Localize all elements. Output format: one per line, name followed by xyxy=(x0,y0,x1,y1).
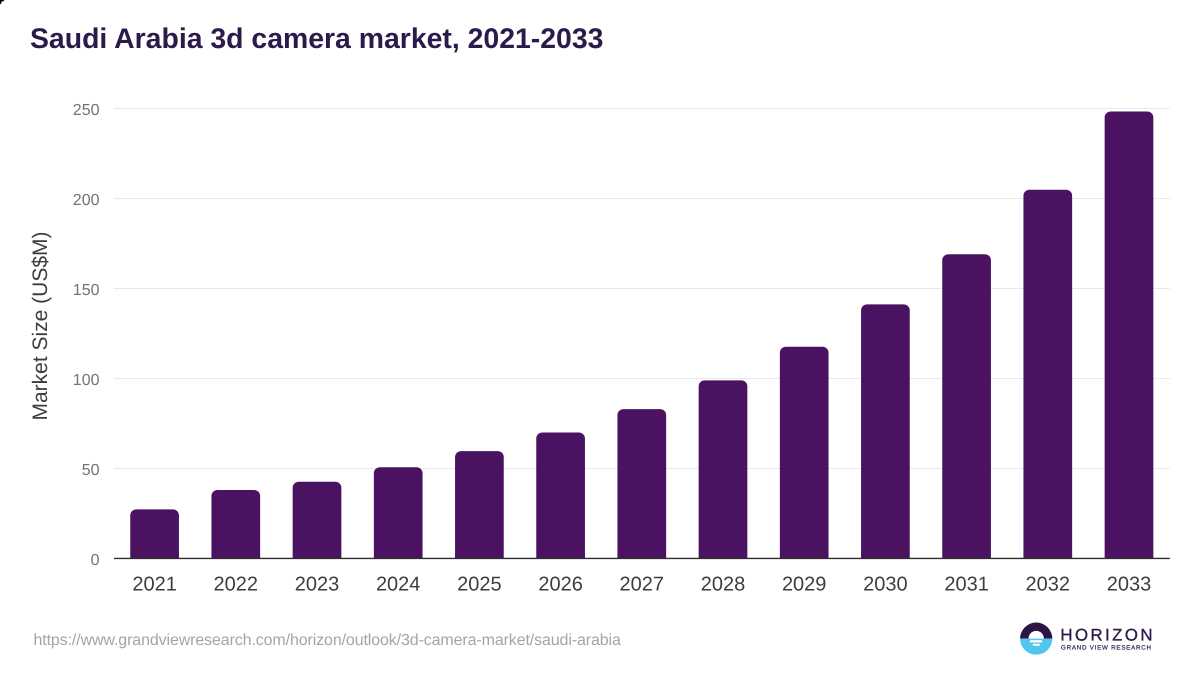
svg-text:2033: 2033 xyxy=(1107,574,1152,596)
svg-text:2030: 2030 xyxy=(863,574,908,596)
svg-text:0: 0 xyxy=(91,552,100,569)
svg-text:HORIZON: HORIZON xyxy=(1060,626,1155,645)
svg-text:150: 150 xyxy=(73,282,100,299)
svg-text:2025: 2025 xyxy=(457,574,502,596)
svg-text:https://www.grandviewresearch.: https://www.grandviewresearch.com/horizo… xyxy=(34,632,621,649)
svg-text:GRAND VIEW RESEARCH: GRAND VIEW RESEARCH xyxy=(1061,644,1152,651)
svg-text:2024: 2024 xyxy=(376,574,421,596)
svg-text:100: 100 xyxy=(73,372,100,389)
svg-text:Market Size (US$M): Market Size (US$M) xyxy=(29,231,52,420)
svg-text:50: 50 xyxy=(82,462,100,479)
svg-text:2026: 2026 xyxy=(538,574,583,596)
svg-text:2028: 2028 xyxy=(701,574,746,596)
svg-text:2023: 2023 xyxy=(295,574,340,596)
svg-text:2029: 2029 xyxy=(782,574,827,596)
svg-text:2022: 2022 xyxy=(214,574,259,596)
svg-text:2032: 2032 xyxy=(1026,574,1071,596)
svg-text:Saudi Arabia 3d camera market,: Saudi Arabia 3d camera market, 2021-2033 xyxy=(30,23,603,55)
svg-text:250: 250 xyxy=(73,102,100,119)
svg-text:2021: 2021 xyxy=(132,574,177,596)
svg-text:2027: 2027 xyxy=(620,574,665,596)
svg-text:2031: 2031 xyxy=(944,574,989,596)
svg-text:200: 200 xyxy=(73,192,100,209)
